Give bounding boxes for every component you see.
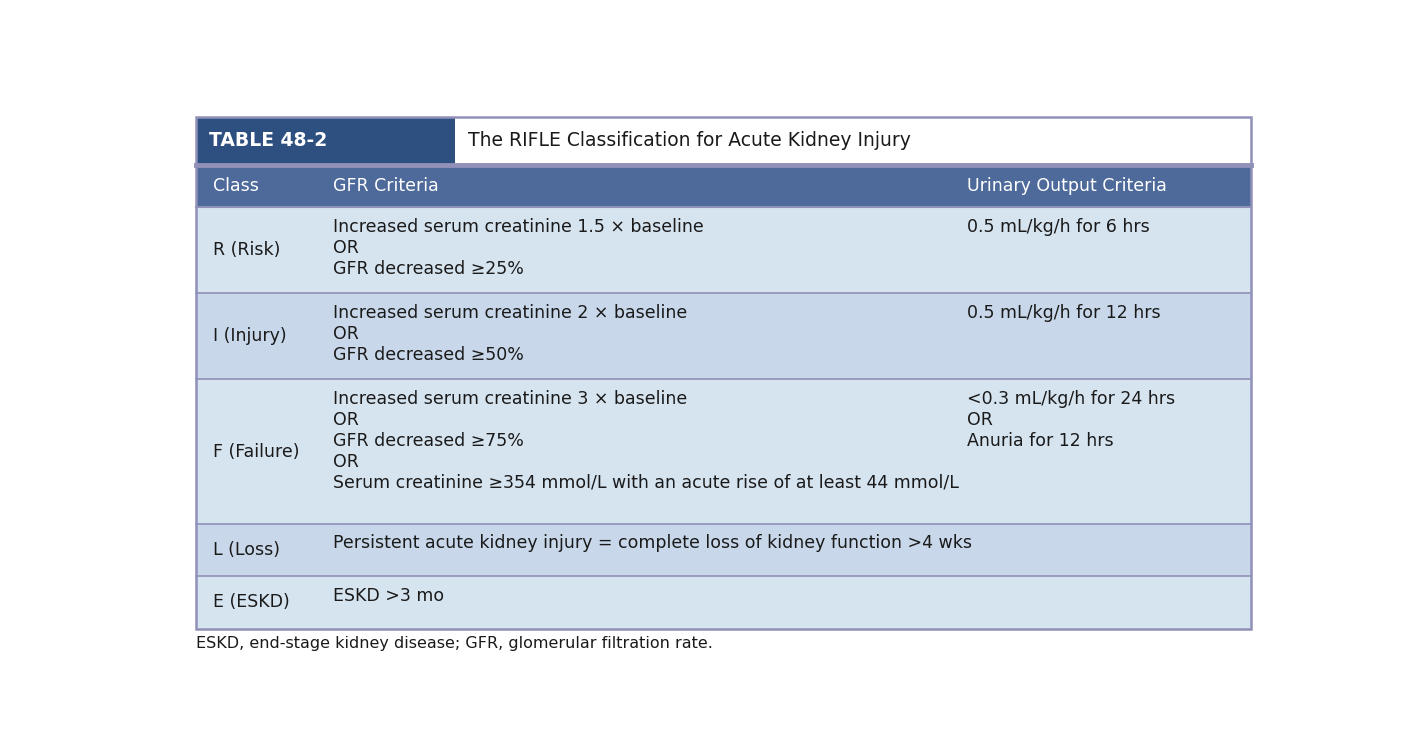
Text: Serum creatinine ≥354 mmol/L with an acute rise of at least 44 mmol/L: Serum creatinine ≥354 mmol/L with an acu… [333, 474, 959, 491]
Text: F (Failure): F (Failure) [213, 442, 299, 460]
FancyBboxPatch shape [196, 207, 1251, 293]
FancyBboxPatch shape [196, 293, 1251, 380]
FancyBboxPatch shape [196, 576, 1251, 628]
Text: OR: OR [333, 453, 359, 471]
Text: I (Injury): I (Injury) [213, 327, 287, 345]
Text: GFR decreased ≥25%: GFR decreased ≥25% [333, 259, 524, 277]
Text: OR: OR [333, 239, 359, 256]
Text: L (Loss): L (Loss) [213, 541, 280, 559]
Text: ESKD, end-stage kidney disease; GFR, glomerular filtration rate.: ESKD, end-stage kidney disease; GFR, glo… [196, 636, 713, 651]
FancyBboxPatch shape [196, 117, 455, 165]
Text: Persistent acute kidney injury = complete loss of kidney function >4 wks: Persistent acute kidney injury = complet… [333, 534, 971, 553]
Text: Class: Class [213, 177, 258, 195]
Text: 0.5 mL/kg/h for 12 hrs: 0.5 mL/kg/h for 12 hrs [967, 304, 1161, 322]
Text: <0.3 mL/kg/h for 24 hrs: <0.3 mL/kg/h for 24 hrs [967, 390, 1175, 408]
Text: Increased serum creatinine 1.5 × baseline: Increased serum creatinine 1.5 × baselin… [333, 218, 703, 236]
Text: The RIFLE Classification for Acute Kidney Injury: The RIFLE Classification for Acute Kidne… [467, 132, 911, 150]
Text: OR: OR [967, 411, 993, 429]
Text: R (Risk): R (Risk) [213, 241, 280, 259]
FancyBboxPatch shape [196, 380, 1251, 524]
Text: GFR decreased ≥75%: GFR decreased ≥75% [333, 432, 524, 450]
Text: Urinary Output Criteria: Urinary Output Criteria [967, 177, 1166, 195]
Text: OR: OR [333, 411, 359, 429]
FancyBboxPatch shape [196, 524, 1251, 576]
Text: Increased serum creatinine 2 × baseline: Increased serum creatinine 2 × baseline [333, 304, 688, 322]
Text: GFR decreased ≥50%: GFR decreased ≥50% [333, 345, 524, 364]
Text: GFR Criteria: GFR Criteria [333, 177, 439, 195]
FancyBboxPatch shape [196, 165, 1251, 207]
FancyBboxPatch shape [455, 117, 1251, 165]
Text: ESKD >3 mo: ESKD >3 mo [333, 587, 443, 605]
Text: TABLE 48-2: TABLE 48-2 [209, 132, 328, 150]
Text: OR: OR [333, 325, 359, 342]
Text: 0.5 mL/kg/h for 6 hrs: 0.5 mL/kg/h for 6 hrs [967, 218, 1149, 236]
Text: Increased serum creatinine 3 × baseline: Increased serum creatinine 3 × baseline [333, 390, 688, 408]
Text: E (ESKD): E (ESKD) [213, 593, 289, 612]
Text: Anuria for 12 hrs: Anuria for 12 hrs [967, 432, 1114, 450]
